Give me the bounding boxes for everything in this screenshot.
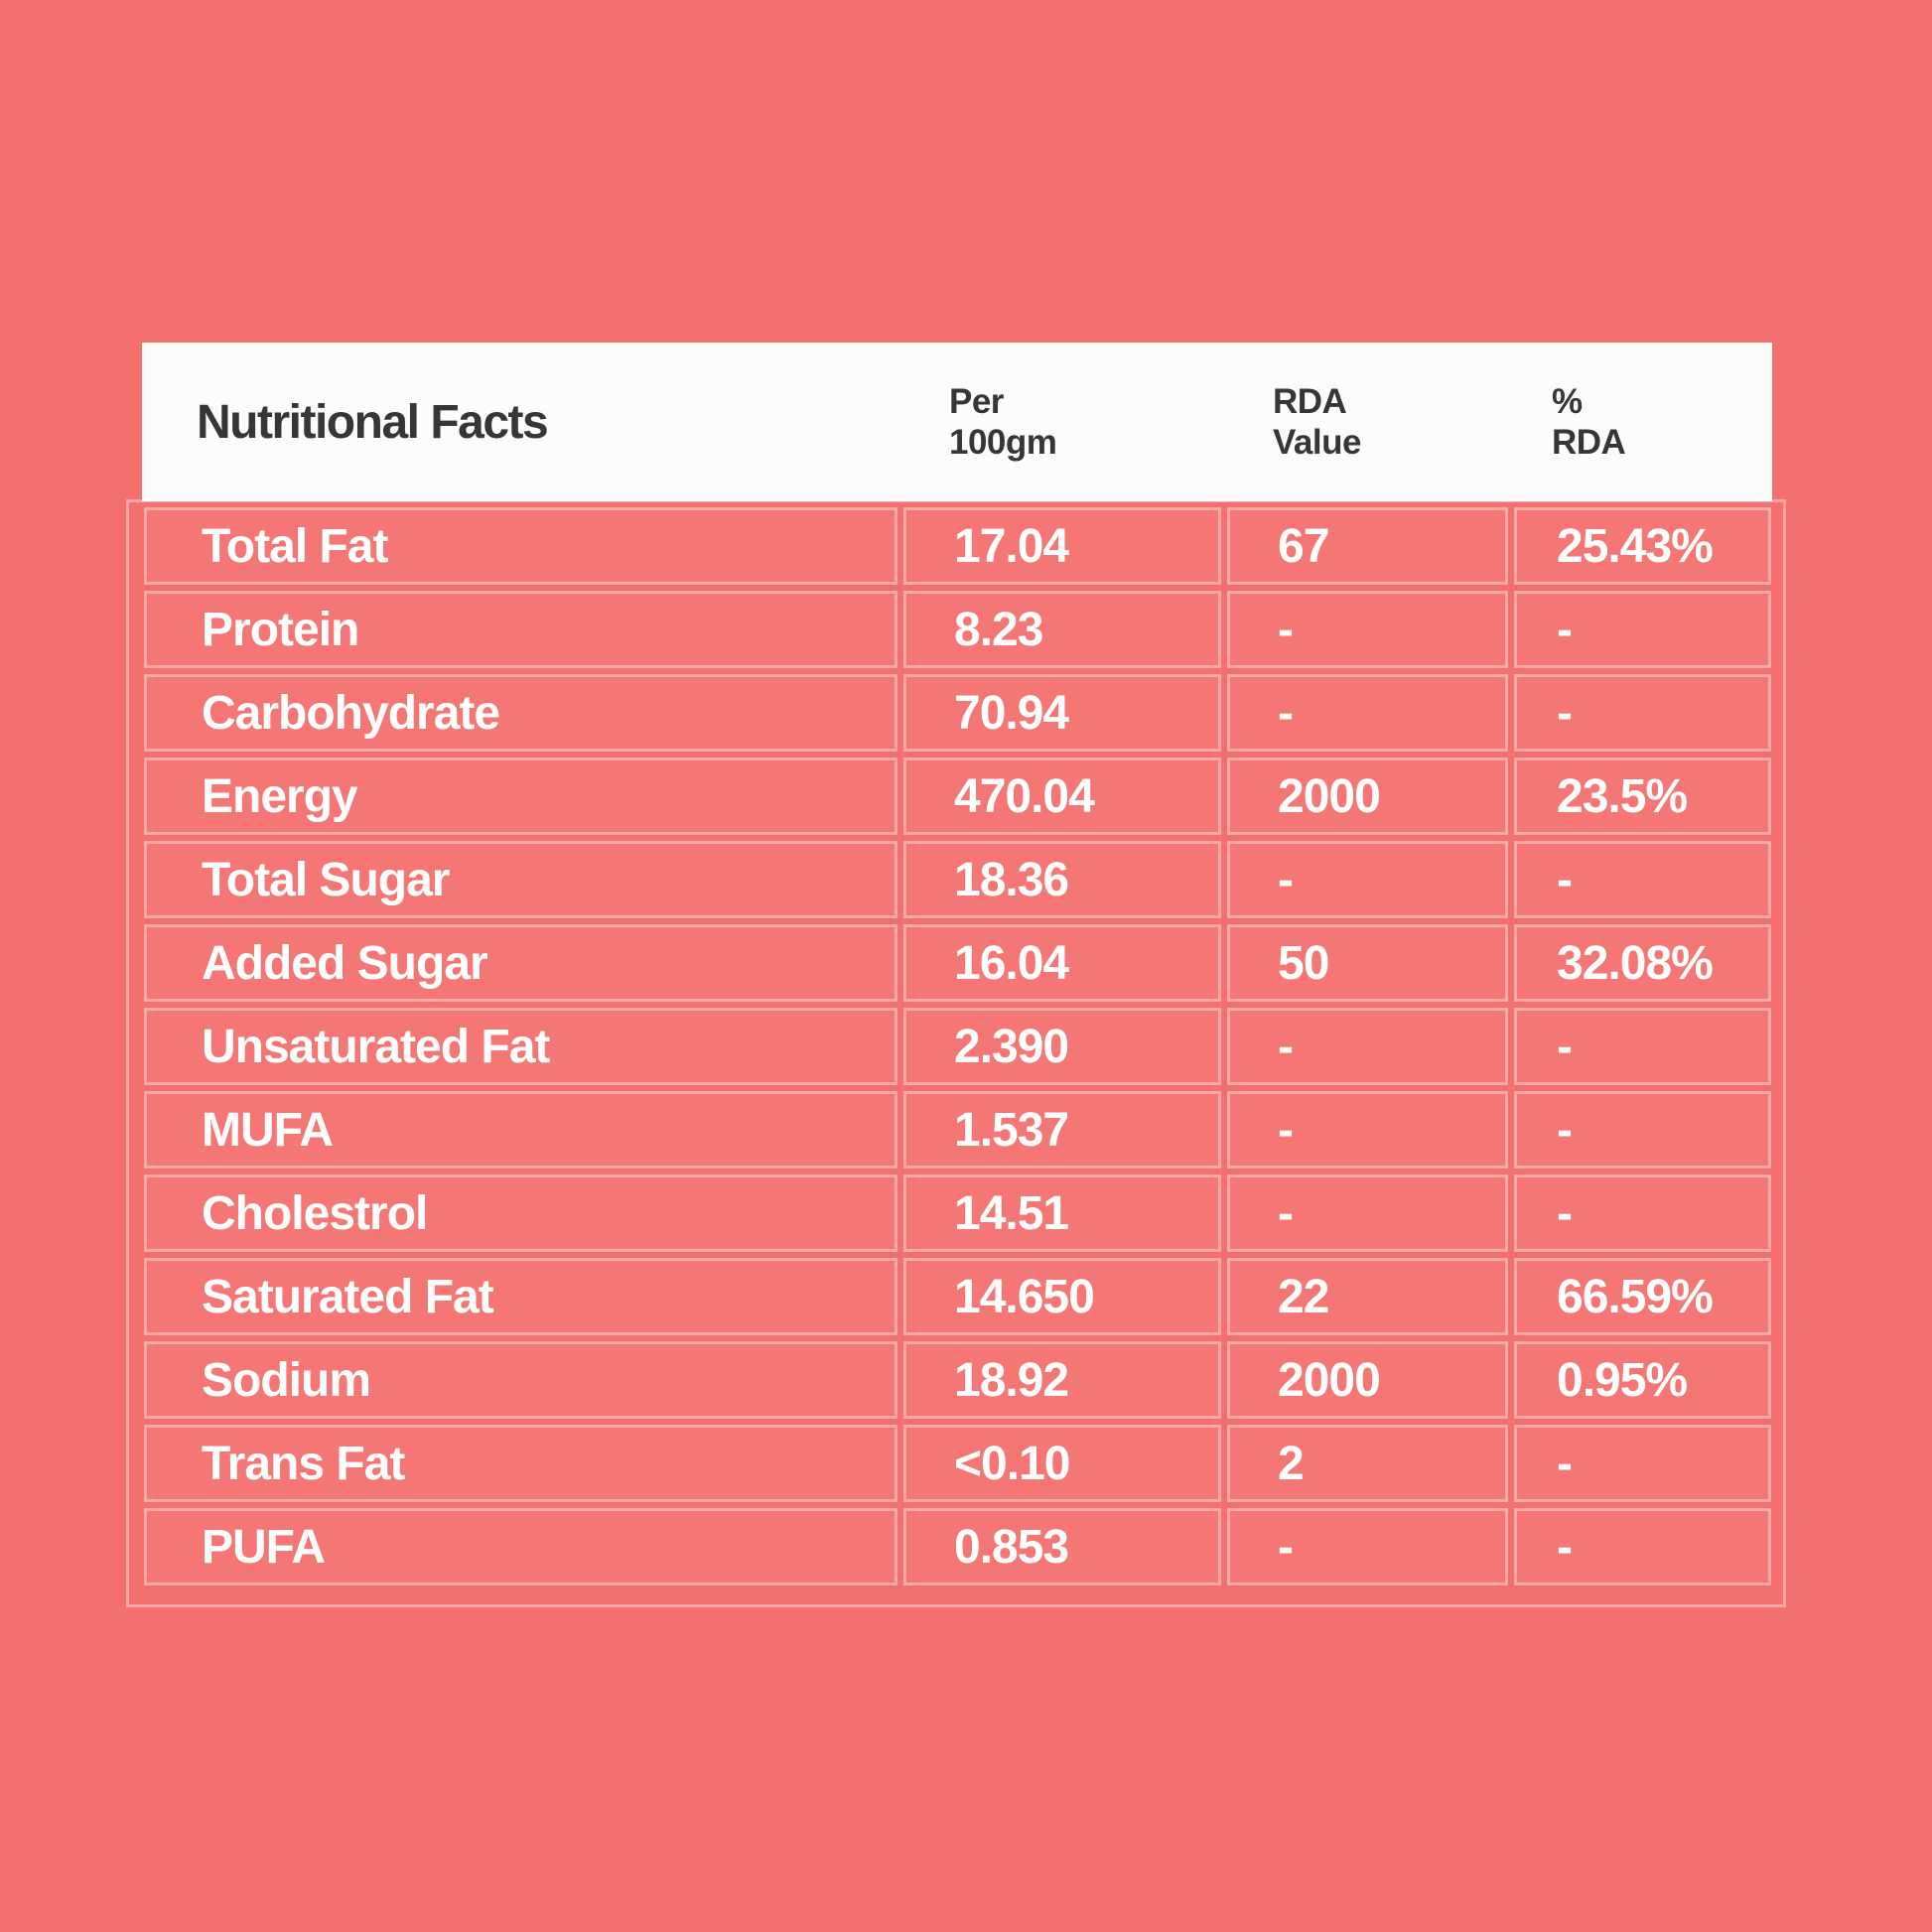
row-label: Protein	[144, 591, 897, 668]
row-per-100gm: <0.10	[903, 1425, 1221, 1502]
row-pct-rda: 32.08%	[1514, 924, 1771, 1002]
column-header-pct-rda: % RDA	[1552, 382, 1626, 462]
row-label: Added Sugar	[144, 924, 897, 1002]
row-per-100gm: 18.92	[903, 1341, 1221, 1419]
row-rda-value: -	[1227, 1174, 1508, 1252]
row-pct-rda: -	[1514, 1008, 1771, 1085]
row-label: Saturated Fat	[144, 1258, 897, 1335]
row-per-100gm: 14.650	[903, 1258, 1221, 1335]
row-per-100gm: 2.390	[903, 1008, 1221, 1085]
nutrition-table-grid: Total Fat 17.04 67 25.43% Protein 8.23 -…	[144, 507, 1771, 1586]
row-per-100gm: 8.23	[903, 591, 1221, 668]
row-rda-value: 50	[1227, 924, 1508, 1002]
row-label: Energy	[144, 758, 897, 835]
row-per-100gm: 17.04	[903, 507, 1221, 585]
row-pct-rda: 0.95%	[1514, 1341, 1771, 1419]
row-label: Cholestrol	[144, 1174, 897, 1252]
row-per-100gm: 70.94	[903, 674, 1221, 752]
row-rda-value: 2	[1227, 1425, 1508, 1502]
row-label: Total Sugar	[144, 841, 897, 918]
nutrition-table-body: Total Fat 17.04 67 25.43% Protein 8.23 -…	[126, 499, 1786, 1607]
row-label: PUFA	[144, 1508, 897, 1586]
row-label: Unsaturated Fat	[144, 1008, 897, 1085]
row-label: Sodium	[144, 1341, 897, 1419]
row-pct-rda: 25.43%	[1514, 507, 1771, 585]
row-rda-value: -	[1227, 1508, 1508, 1586]
row-rda-value: -	[1227, 1091, 1508, 1169]
row-pct-rda: -	[1514, 1425, 1771, 1502]
row-rda-value: 22	[1227, 1258, 1508, 1335]
row-rda-value: 2000	[1227, 758, 1508, 835]
column-header-per-100gm: Per 100gm	[949, 382, 1057, 462]
row-per-100gm: 1.537	[903, 1091, 1221, 1169]
column-header-rda-value: RDA Value	[1273, 382, 1361, 462]
row-rda-value: -	[1227, 1008, 1508, 1085]
row-pct-rda: -	[1514, 1174, 1771, 1252]
row-rda-value: -	[1227, 591, 1508, 668]
row-label: Total Fat	[144, 507, 897, 585]
row-per-100gm: 0.853	[903, 1508, 1221, 1586]
row-per-100gm: 14.51	[903, 1174, 1221, 1252]
row-label: Trans Fat	[144, 1425, 897, 1502]
nutrition-table-header: Nutritional Facts Per 100gm RDA Value % …	[142, 343, 1772, 501]
row-label: MUFA	[144, 1091, 897, 1169]
row-rda-value: -	[1227, 841, 1508, 918]
row-pct-rda: 23.5%	[1514, 758, 1771, 835]
row-pct-rda: -	[1514, 674, 1771, 752]
row-pct-rda: 66.59%	[1514, 1258, 1771, 1335]
row-rda-value: 2000	[1227, 1341, 1508, 1419]
row-per-100gm: 18.36	[903, 841, 1221, 918]
row-pct-rda: -	[1514, 591, 1771, 668]
row-rda-value: 67	[1227, 507, 1508, 585]
row-per-100gm: 470.04	[903, 758, 1221, 835]
row-pct-rda: -	[1514, 1508, 1771, 1586]
row-pct-rda: -	[1514, 841, 1771, 918]
row-label: Carbohydrate	[144, 674, 897, 752]
row-rda-value: -	[1227, 674, 1508, 752]
table-title: Nutritional Facts	[197, 395, 549, 449]
row-per-100gm: 16.04	[903, 924, 1221, 1002]
row-pct-rda: -	[1514, 1091, 1771, 1169]
